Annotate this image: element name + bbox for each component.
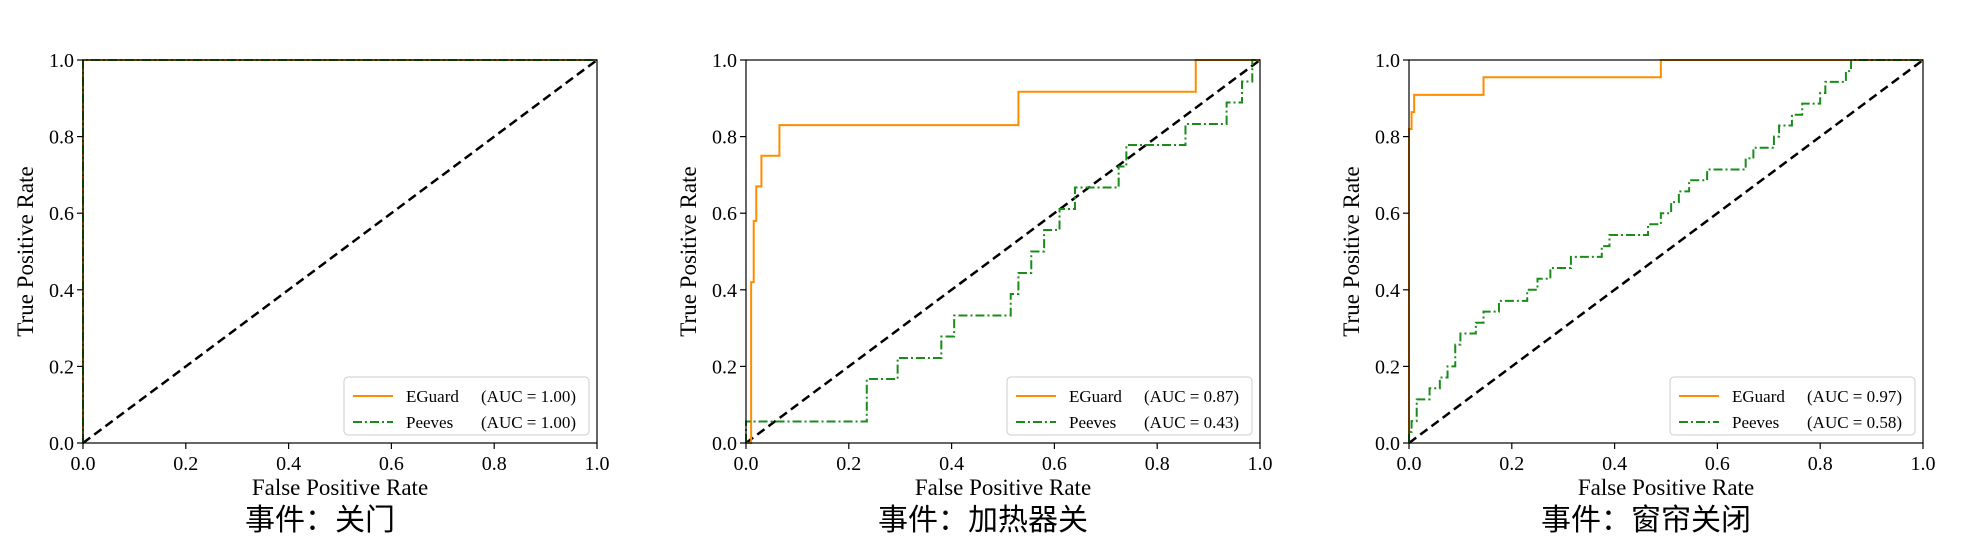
legend: EGuard (AUC = 1.00) Peeves (AUC = 1.00)	[343, 376, 590, 436]
legend-box	[1006, 376, 1253, 436]
y-tick-label: 0.6	[712, 203, 737, 225]
y-tick-label: 0.2	[1375, 356, 1400, 378]
x-tick-label: 0.8	[1808, 453, 1833, 475]
y-tick-label: 0.0	[49, 433, 74, 455]
plot-frame	[745, 59, 1261, 444]
y-tick-label: 0.2	[49, 356, 74, 378]
x-tick-label: 1.0	[1248, 453, 1273, 475]
y-tick-label: 0.4	[712, 280, 737, 302]
y-tick-label: 1.0	[1375, 50, 1400, 72]
legend-series-name: EGuard	[1069, 387, 1122, 406]
y-axis-label: True Positive Rate	[1339, 166, 1364, 336]
x-tick-label: 0.2	[173, 453, 198, 475]
x-axis-label: False Positive Rate	[915, 475, 1091, 500]
y-tick-label: 0.2	[712, 356, 737, 378]
peeves-roc-line	[1408, 59, 1923, 443]
x-tick-label: 0.4	[1602, 453, 1627, 475]
x-tick-label: 1.0	[585, 453, 610, 475]
y-tick-label: 0.0	[712, 433, 737, 455]
y-tick-label: 0.8	[712, 127, 737, 149]
roc-chart-2: 0.0 0.2 0.4 0.6 0.8 1.0 0.0 0.2 0.4 0.6 0.8 1.0 Fals…	[676, 50, 1273, 538]
x-tick-label: 0.6	[1042, 453, 1067, 475]
x-tick-label: 0.2	[836, 453, 861, 475]
chance-diagonal-line	[82, 58, 598, 445]
legend-box	[1669, 376, 1916, 436]
legend-auc-value: (AUC = 0.97)	[1807, 387, 1902, 406]
x-tick-label: 0.4	[276, 453, 301, 475]
x-tick-label: 0.2	[1499, 453, 1524, 475]
y-tick-label: 1.0	[49, 50, 74, 72]
chart-caption: 事件：窗帘关闭	[1541, 503, 1751, 538]
y-tick-label: 0.8	[49, 127, 74, 149]
legend-series-name: EGuard	[406, 387, 459, 406]
x-tick-label: 0.0	[71, 453, 96, 475]
legend: EGuard (AUC = 0.97) Peeves (AUC = 0.58)	[1669, 376, 1916, 436]
x-tick-label: 0.8	[482, 453, 507, 475]
legend-series-name: Peeves	[1732, 413, 1779, 432]
y-axis-label: True Positive Rate	[13, 166, 38, 336]
chance-diagonal-line	[1408, 58, 1924, 445]
x-tick-label: 0.4	[939, 453, 964, 475]
y-tick-label: 0.0	[1375, 433, 1400, 455]
legend-auc-value: (AUC = 1.00)	[481, 387, 576, 406]
y-tick-label: 0.4	[1375, 280, 1400, 302]
legend-series-name: Peeves	[406, 413, 453, 432]
chance-diagonal-line	[745, 58, 1261, 445]
x-axis-label: False Positive Rate	[252, 475, 428, 500]
peeves-roc-line	[745, 59, 1260, 443]
x-tick-label: 1.0	[1911, 453, 1936, 475]
chart-caption: 事件：加热器关	[878, 503, 1088, 538]
y-axis-label: True Positive Rate	[676, 166, 701, 336]
roc-chart-3: 0.0 0.2 0.4 0.6 0.8 1.0 0.0 0.2 0.4 0.6 0.8 1.0 Fals…	[1339, 50, 1936, 538]
legend-auc-value: (AUC = 1.00)	[481, 413, 576, 432]
plot-frame	[82, 59, 598, 444]
y-tick-label: 0.6	[49, 203, 74, 225]
y-tick-label: 0.8	[1375, 127, 1400, 149]
x-axis-label: False Positive Rate	[1578, 475, 1754, 500]
x-tick-label: 0.0	[1397, 453, 1422, 475]
legend-series-name: EGuard	[1732, 387, 1785, 406]
x-tick-label: 0.8	[1145, 453, 1170, 475]
x-tick-label: 0.6	[379, 453, 404, 475]
eguard-roc-line	[746, 59, 1260, 444]
plot-frame	[1408, 59, 1924, 444]
legend: EGuard (AUC = 0.87) Peeves (AUC = 0.43)	[1006, 376, 1253, 436]
x-tick-label: 0.0	[734, 453, 759, 475]
eguard-roc-line	[1408, 59, 1923, 443]
legend-auc-value: (AUC = 0.43)	[1144, 413, 1239, 432]
legend-series-name: Peeves	[1069, 413, 1116, 432]
y-tick-label: 1.0	[712, 50, 737, 72]
chart-caption: 事件：关门	[245, 503, 395, 538]
legend-auc-value: (AUC = 0.58)	[1807, 413, 1902, 432]
y-tick-label: 0.6	[1375, 203, 1400, 225]
x-tick-label: 0.6	[1705, 453, 1730, 475]
y-tick-label: 0.4	[49, 280, 74, 302]
legend-box	[343, 376, 590, 436]
legend-auc-value: (AUC = 0.87)	[1144, 387, 1239, 406]
roc-chart-1: 0.0 0.2 0.4 0.6 0.8 1.0 0.0 0.2 0.4 0.6 0.8 1.0 Fals…	[13, 50, 610, 538]
